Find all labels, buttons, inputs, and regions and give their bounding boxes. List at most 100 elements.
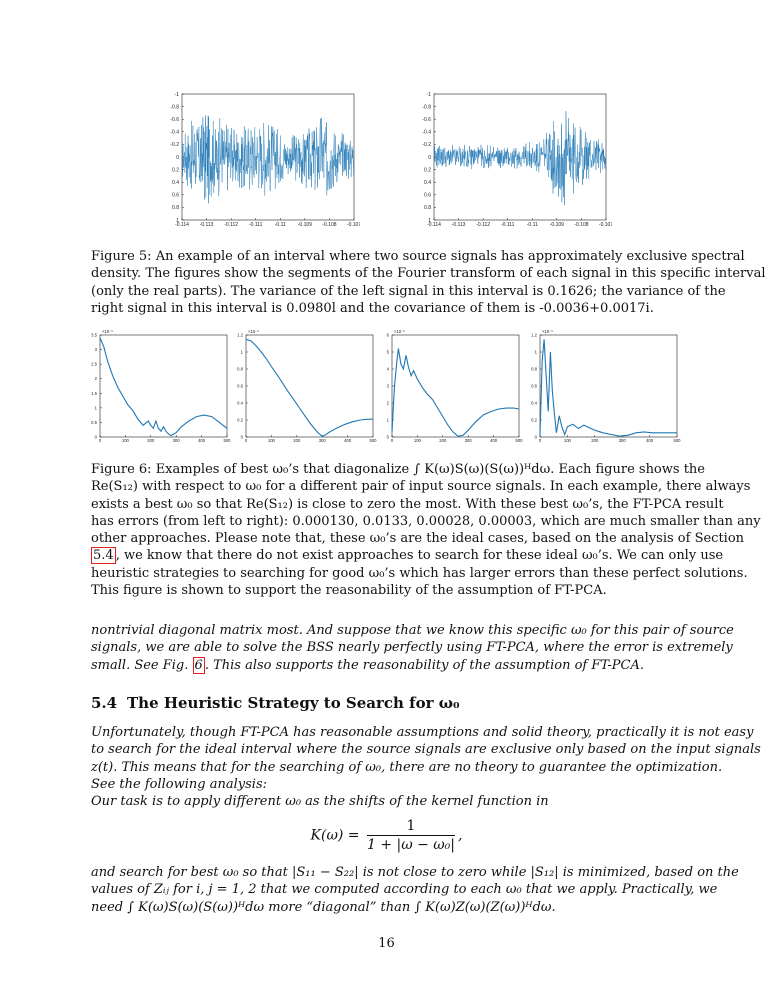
x-tick-label: 200 xyxy=(293,438,301,443)
y-tick-label: 0 xyxy=(535,434,538,439)
y-tick-label: 0.8 xyxy=(424,205,431,211)
text-segment: . This also supports the reasonability o… xyxy=(204,657,644,673)
y-exponent-label: ×10⁻⁵ xyxy=(248,329,259,334)
y-exponent-label: ×10⁻⁵ xyxy=(394,329,405,334)
x-tick-label: 400 xyxy=(198,438,206,443)
y-tick-label: 0 xyxy=(95,434,98,439)
y-tick-label: -0.2 xyxy=(422,142,431,148)
x-tick-label: -0.11 xyxy=(527,222,538,228)
text-line: Our task is to apply different ω₀ as the… xyxy=(91,794,549,810)
x-tick-label: -0.114 xyxy=(175,222,189,228)
x-tick-label: 0 xyxy=(539,438,542,443)
caption-line: heuristic strategies to searching for go… xyxy=(91,565,748,581)
x-tick-label: 300 xyxy=(465,438,473,443)
y-tick-label: 1.2 xyxy=(531,332,537,337)
section-5-4-link[interactable]: 5.4 xyxy=(91,547,116,565)
signal-line xyxy=(433,111,607,206)
x-tick-label: 300 xyxy=(319,438,327,443)
x-tick-label: 500 xyxy=(516,438,524,443)
y-tick-label: 2 xyxy=(387,400,390,405)
text-line: small. See Fig. 6. This also supports th… xyxy=(91,656,683,674)
caption-line: Figure 6: Examples of best ω₀’s that dia… xyxy=(91,462,705,477)
plot-frame xyxy=(99,334,228,438)
x-tick-label: -0.113 xyxy=(452,222,466,228)
y-tick-label: 0.4 xyxy=(237,400,243,405)
y-tick-label: -0.2 xyxy=(170,142,179,148)
x-tick-label: -0.112 xyxy=(224,222,238,228)
y-tick-label: 1 xyxy=(387,417,390,422)
x-tick-label: 0 xyxy=(99,438,102,443)
text-line: nontrivial diagonal matrix most. And sup… xyxy=(91,623,734,638)
caption-line: has errors (from left to right): 0.00013… xyxy=(91,513,761,529)
figure5-right-plot: -0.114 -0.113 -0.112 -0.111 -0.11 -0.109 -0.10… xyxy=(422,92,612,228)
y-tick-label: 3 xyxy=(95,347,98,352)
caption-line: Figure 5: An example of an interval wher… xyxy=(91,249,745,264)
y-tick-label: 2.5 xyxy=(91,362,97,367)
caption-line: (only the real parts). The variance of t… xyxy=(91,283,726,299)
x-tick-label: -0.114 xyxy=(427,222,441,228)
section-title: The Heuristic Strategy to Search for ω₀ xyxy=(127,694,460,712)
y-tick-label: 1.5 xyxy=(91,391,97,396)
x-tick-label: 100 xyxy=(414,438,422,443)
x-tick-label: 100 xyxy=(268,438,276,443)
caption-line: density. The figures show the segments o… xyxy=(91,266,766,282)
text-segment: small. See Fig. xyxy=(91,657,193,673)
figure-6-link[interactable]: 6 xyxy=(192,656,205,674)
y-tick-label: 0.2 xyxy=(531,417,537,422)
figure6-plot-3: 0 100 200 300 400 500 0 1 2 3 4 5 6 ×10⁻⁵ xyxy=(387,329,524,443)
y-exponent-label: ×10⁻⁵ xyxy=(542,329,553,334)
series-line xyxy=(391,348,520,437)
x-tick-label: 500 xyxy=(370,438,378,443)
body-paragraph: and search for best ω₀ so that |S₁₁ − S₂… xyxy=(91,864,739,916)
y-tick-label: 0.6 xyxy=(172,193,179,199)
x-tick-label: 100 xyxy=(122,438,130,443)
x-tick-label: 200 xyxy=(147,438,155,443)
section-heading: 5.4 The Heuristic Strategy to Search for … xyxy=(91,694,460,712)
y-tick-label: -1 xyxy=(175,92,180,98)
y-tick-label: 0.8 xyxy=(531,366,537,371)
text-line: need ∫ K(ω)S(ω)(S(ω))ᴴdω more “diagonal”… xyxy=(91,899,556,915)
x-tick-label: -0.109 xyxy=(298,222,312,228)
caption-line: right signal in this interval is 0.0980l… xyxy=(91,300,654,316)
x-tick-label: 400 xyxy=(646,438,654,443)
x-tick-label: 500 xyxy=(224,438,232,443)
series-line xyxy=(99,337,228,437)
y-tick-label: 6 xyxy=(387,332,390,337)
equation-lhs: K(ω) = xyxy=(310,827,360,844)
x-tick-label: 0 xyxy=(245,438,248,443)
x-tick-label: 300 xyxy=(619,438,627,443)
y-tick-label: 4 xyxy=(387,366,390,371)
x-tick-label: -0.107 xyxy=(599,222,612,228)
y-tick-label: 1 xyxy=(535,349,538,354)
y-tick-label: 1 xyxy=(176,218,179,224)
y-tick-label: -0.4 xyxy=(170,130,179,136)
x-tick-label: 200 xyxy=(439,438,447,443)
y-tick-label: 0.8 xyxy=(237,366,243,371)
x-tick-label: 500 xyxy=(674,438,682,443)
x-tick-label: -0.108 xyxy=(574,222,588,228)
y-tick-label: 0 xyxy=(176,155,179,161)
y-tick-label: 3.5 xyxy=(91,332,97,337)
y-tick-label: 1 xyxy=(241,349,244,354)
text-line: Unfortunately, though FT-PCA has reasona… xyxy=(91,725,754,740)
body-paragraph: nontrivial diagonal matrix most. And sup… xyxy=(91,622,734,674)
plot-frame xyxy=(391,334,520,438)
y-tick-label: 1.2 xyxy=(237,332,243,337)
caption-line: This figure is shown to support the reas… xyxy=(91,583,607,599)
y-tick-label: -0.8 xyxy=(170,104,179,110)
text-line: values of Zᵢⱼ for i, j = 1, 2 that we co… xyxy=(91,882,718,898)
x-tick-label: -0.107 xyxy=(347,222,360,228)
body-paragraph: Unfortunately, though FT-PCA has reasona… xyxy=(91,724,761,810)
series-line xyxy=(245,338,373,437)
y-exponent-label: ×10⁻⁵ xyxy=(102,329,113,334)
equation-numerator: 1 xyxy=(366,818,456,836)
figure6-plot-2: 0 100 200 300 400 500 0 0.2 0.4 0.6 0.8 1 1.2 ×10⁻⁵ xyxy=(237,329,378,443)
y-tick-label: 0.5 xyxy=(91,420,97,425)
figure6-plot-1: 0 100 200 300 400 500 0 0.5 1 1.5 2 2.5 3 3.5 ×10⁻⁵ xyxy=(91,329,232,443)
y-tick-label: -0.8 xyxy=(422,104,431,110)
caption-line: other approaches. Please note that, thes… xyxy=(91,531,745,547)
x-tick-label: -0.109 xyxy=(550,222,564,228)
x-tick-label: -0.111 xyxy=(249,222,263,228)
text-line: z(t). This means that for the searching … xyxy=(91,759,723,775)
